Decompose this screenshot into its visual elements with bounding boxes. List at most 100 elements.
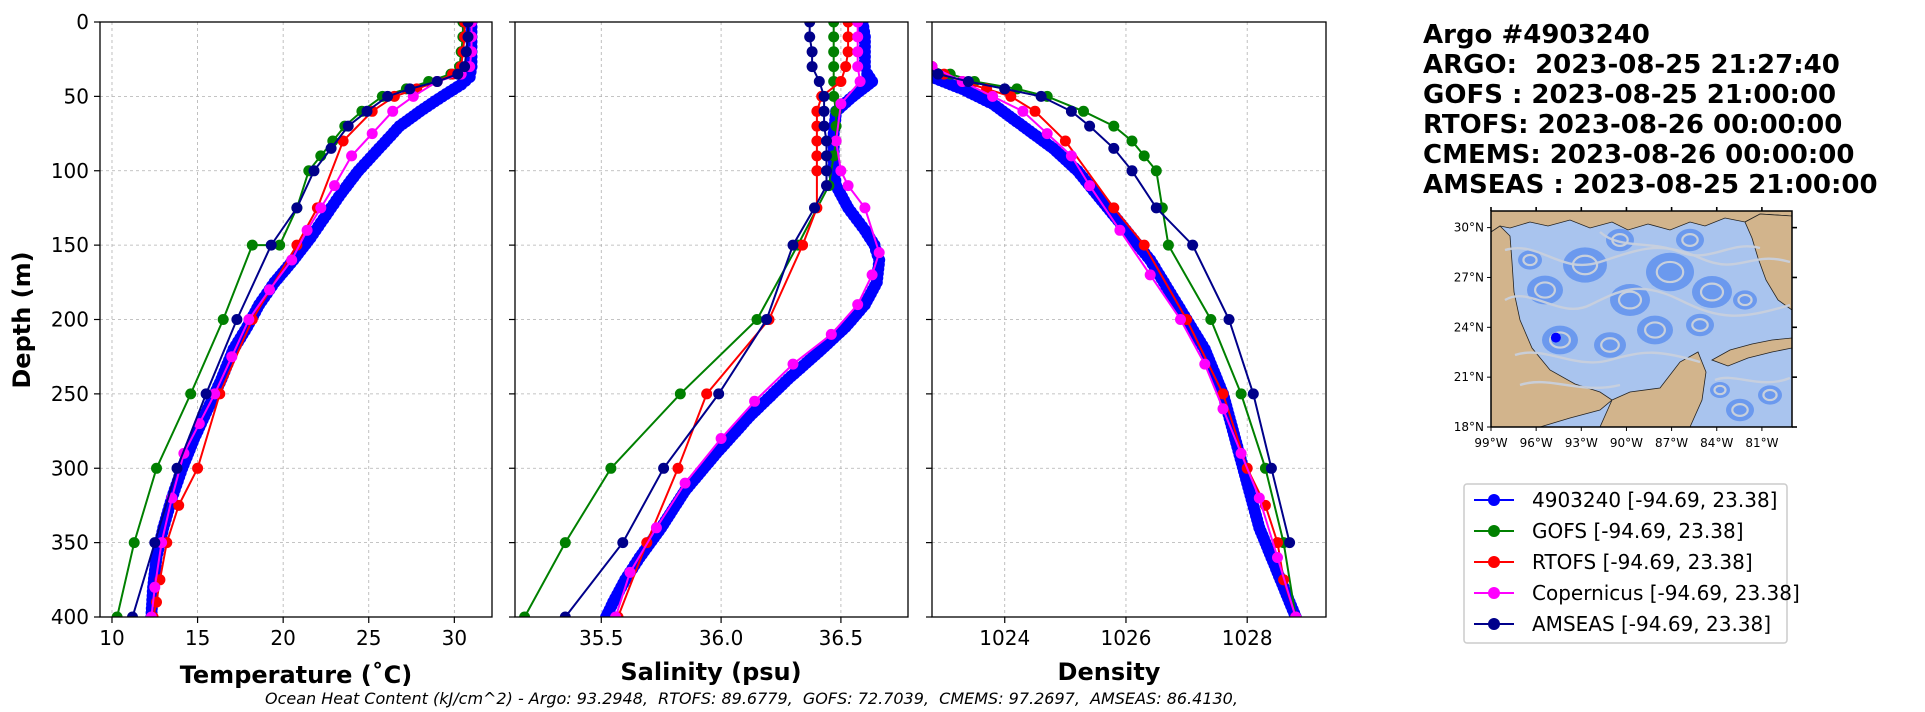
data-point [914, 17, 925, 28]
eddy-ring [1548, 331, 1571, 349]
data-point [821, 165, 832, 177]
data-point [1138, 239, 1150, 251]
eddy-ring [1762, 388, 1778, 402]
data-point [920, 46, 931, 57]
map-lat-label: 24°N [1454, 320, 1484, 334]
data-point [1108, 120, 1120, 132]
eddy [1637, 315, 1673, 345]
data-point [914, 46, 925, 57]
data-point [337, 135, 349, 147]
data-point [828, 61, 840, 73]
ocean-heat-content-footer: Ocean Heat Content (kJ/cm^2) - Argo: 93.… [265, 689, 1238, 708]
data-point [804, 31, 816, 43]
data-point [835, 165, 847, 177]
data-point [713, 388, 725, 400]
data-point [679, 477, 691, 489]
data-point [1253, 492, 1265, 504]
data-point [828, 46, 840, 58]
legend-marker [1488, 618, 1500, 630]
data-point [852, 61, 864, 73]
data-point [1150, 202, 1162, 214]
argo-location-marker [1550, 332, 1561, 343]
map-lat-label: 21°N [1454, 370, 1484, 384]
data-point [1029, 105, 1041, 117]
data-point [1084, 120, 1096, 132]
eddy [1733, 290, 1757, 310]
data-point [749, 395, 761, 407]
eddy-ring [1617, 290, 1643, 310]
plot-area [932, 22, 1326, 617]
data-point [908, 16, 920, 28]
eddy [1726, 398, 1754, 422]
data-point [797, 239, 809, 251]
x-tick-label: 35.5 [579, 626, 624, 650]
eddy [1710, 382, 1730, 398]
legend: 4903240 [-94.69, 23.38] GOFS [-94.69, 23… [1463, 483, 1800, 644]
data-point [1247, 388, 1259, 400]
eddy [1692, 276, 1732, 308]
legend-marker [1488, 556, 1500, 568]
data-point [818, 90, 830, 102]
data-point [1199, 358, 1211, 370]
data-point [605, 462, 617, 474]
legend-entry-argo: 4903240 [-94.69, 23.38] [1474, 488, 1777, 512]
info-line-rtofs-time: RTOFS: 2023-08-26 00:00:00 [1423, 110, 1842, 140]
data-point [920, 61, 932, 73]
data-point [149, 581, 161, 593]
data-point [200, 388, 212, 400]
eddy-ring [1737, 293, 1753, 307]
data-point [111, 611, 123, 617]
data-point [361, 105, 373, 117]
info-line-amseas-time: AMSEAS : 2023-08-25 21:00:00 [1423, 170, 1878, 200]
data-point [1035, 90, 1047, 102]
eddy [1518, 250, 1542, 270]
data-point [243, 314, 255, 325]
data-point [1223, 314, 1235, 325]
data-point [1290, 611, 1302, 617]
data-point [987, 90, 999, 102]
legend-entry-rtofs: RTOFS [-94.69, 23.38] [1474, 550, 1753, 574]
data-point [715, 433, 727, 444]
series-group [111, 22, 478, 617]
data-point [387, 105, 399, 117]
streamline [1714, 376, 1791, 384]
legend-box [1463, 483, 1788, 644]
data-point [315, 202, 327, 214]
data-point [809, 202, 820, 214]
data-point [1284, 537, 1296, 549]
data-point [866, 269, 878, 281]
data-point [806, 46, 818, 58]
data-point [1017, 105, 1029, 117]
data-point [917, 53, 929, 65]
data-point [852, 299, 864, 311]
data-point [818, 105, 830, 117]
eddy-ring [1600, 337, 1620, 353]
eddy [1646, 252, 1694, 292]
info-line-argo-id: Argo #4903240 [1423, 20, 1650, 50]
data-point [192, 462, 204, 474]
x-tick-label: 1026 [1101, 626, 1152, 650]
data-point [274, 239, 286, 251]
data-point [835, 98, 847, 110]
data-point [854, 76, 866, 87]
legend-label: GOFS [-94.69, 23.38] [1532, 519, 1744, 543]
data-point [1065, 150, 1077, 162]
data-point [610, 611, 622, 617]
data-point [1005, 90, 1017, 102]
map-lon-label: 99°W [1474, 436, 1507, 450]
data-point [830, 135, 842, 147]
data-point [145, 611, 157, 617]
series-copernicus [610, 22, 885, 617]
data-point [366, 128, 378, 140]
eddy [1527, 275, 1563, 305]
series-group [519, 22, 886, 617]
data-point [859, 202, 871, 214]
eddy-ring [1681, 233, 1699, 247]
data-point [231, 314, 243, 325]
eddy [1686, 313, 1714, 337]
legend-label: 4903240 [-94.69, 23.38] [1532, 488, 1777, 512]
map-land-yucatan [1599, 351, 1707, 427]
